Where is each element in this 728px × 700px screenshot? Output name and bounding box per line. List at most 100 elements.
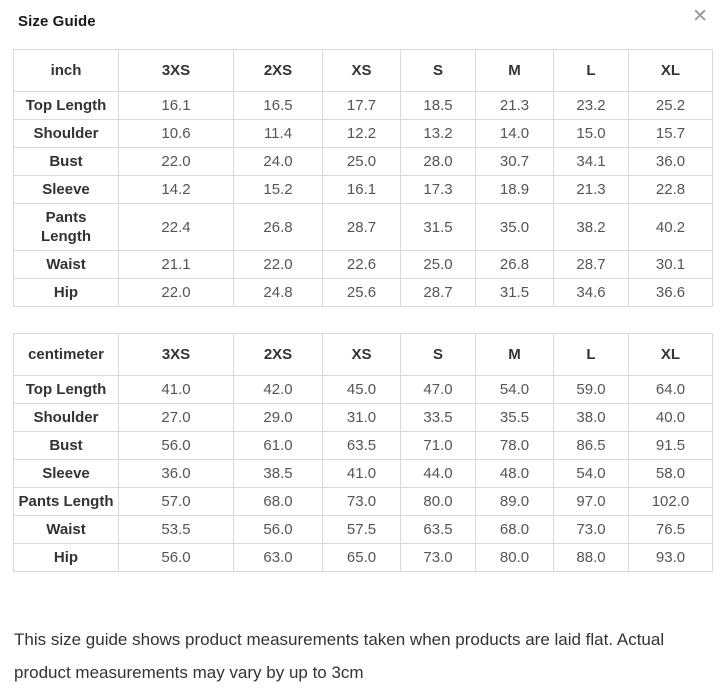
table-cell: 23.2 <box>553 91 629 120</box>
table-row: Hip 22.0 24.8 25.6 28.7 31.5 34.6 36.6 <box>13 278 713 307</box>
table-cell: 15.2 <box>233 175 323 204</box>
table-cell: 36.6 <box>628 278 713 307</box>
size-header: XL <box>628 49 713 92</box>
measurement-label: Top Length <box>13 91 119 120</box>
table-cell: 56.0 <box>118 431 234 460</box>
size-header: S <box>400 333 476 376</box>
table-cell: 76.5 <box>628 515 713 544</box>
table-cell: 58.0 <box>628 459 713 488</box>
table-cell: 80.0 <box>400 487 476 516</box>
table-cell: 15.7 <box>628 119 713 148</box>
table-cell: 29.0 <box>233 403 323 432</box>
table-row: Shoulder 10.6 11.4 12.2 13.2 14.0 15.0 15.7 <box>13 119 713 148</box>
measurement-label: Waist <box>13 250 119 279</box>
table-cell: 38.0 <box>553 403 629 432</box>
table-cell: 22.6 <box>322 250 401 279</box>
table-cell: 57.0 <box>118 487 234 516</box>
table-cell: 56.0 <box>118 543 234 572</box>
table-cell: 73.0 <box>400 543 476 572</box>
table-cell: 38.5 <box>233 459 323 488</box>
table-cell: 93.0 <box>628 543 713 572</box>
table-cell: 35.5 <box>475 403 554 432</box>
table-cell: 33.5 <box>400 403 476 432</box>
table-cell: 91.5 <box>628 431 713 460</box>
unit-header: centimeter <box>13 333 119 376</box>
table-cell: 22.4 <box>118 203 234 251</box>
table-row: Waist 53.5 56.0 57.5 63.5 68.0 73.0 76.5 <box>13 515 713 544</box>
table-cell: 21.3 <box>553 175 629 204</box>
measurement-label: Sleeve <box>13 175 119 204</box>
unit-header: inch <box>13 49 119 92</box>
table-cell: 13.2 <box>400 119 476 148</box>
size-header: 3XS <box>118 49 234 92</box>
table-cell: 21.1 <box>118 250 234 279</box>
table-cell: 25.6 <box>322 278 401 307</box>
table-cell: 97.0 <box>553 487 629 516</box>
table-row: Top Length 41.0 42.0 45.0 47.0 54.0 59.0 64.0 <box>13 375 713 404</box>
table-cell: 28.7 <box>400 278 476 307</box>
header-row: inch 3XS 2XS XS S M L XL <box>13 49 713 92</box>
table-cell: 54.0 <box>553 459 629 488</box>
measurement-label: Pants Length <box>13 203 119 251</box>
measurement-label: Top Length <box>13 375 119 404</box>
table-cell: 78.0 <box>475 431 554 460</box>
table-cell: 31.5 <box>400 203 476 251</box>
size-header: L <box>553 49 629 92</box>
table-cell: 17.3 <box>400 175 476 204</box>
table-cell: 36.0 <box>628 147 713 176</box>
table-cell: 68.0 <box>233 487 323 516</box>
table-cell: 14.2 <box>118 175 234 204</box>
table-cell: 36.0 <box>118 459 234 488</box>
table-cell: 65.0 <box>322 543 401 572</box>
table-cell: 34.1 <box>553 147 629 176</box>
header-row: centimeter 3XS 2XS XS S M L XL <box>13 333 713 376</box>
table-cell: 11.4 <box>233 119 323 148</box>
table-cell: 88.0 <box>553 543 629 572</box>
table-cell: 71.0 <box>400 431 476 460</box>
table-cell: 28.0 <box>400 147 476 176</box>
table-cell: 48.0 <box>475 459 554 488</box>
table-cell: 42.0 <box>233 375 323 404</box>
size-header: XS <box>322 49 401 92</box>
table-cell: 40.0 <box>628 403 713 432</box>
measurement-note: This size guide shows product measuremen… <box>14 630 665 682</box>
table-cell: 44.0 <box>400 459 476 488</box>
table-cell: 57.5 <box>322 515 401 544</box>
measurement-label: Waist <box>13 515 119 544</box>
table-cell: 30.7 <box>475 147 554 176</box>
size-header: 2XS <box>233 333 323 376</box>
table-cell: 73.0 <box>322 487 401 516</box>
table-cell: 35.0 <box>475 203 554 251</box>
table-cell: 26.8 <box>475 250 554 279</box>
size-header: XS <box>322 333 401 376</box>
table-cell: 14.0 <box>475 119 554 148</box>
table-row: Pants Length 57.0 68.0 73.0 80.0 89.0 97.0 102.… <box>13 487 713 516</box>
table-row: Shoulder 27.0 29.0 31.0 33.5 35.5 38.0 40.0 <box>13 403 713 432</box>
table-row: Top Length 16.1 16.5 17.7 18.5 21.3 23.2 25.2 <box>13 91 713 120</box>
table-cell: 15.0 <box>553 119 629 148</box>
table-row: Sleeve 14.2 15.2 16.1 17.3 18.9 21.3 22.8 <box>13 175 713 204</box>
close-icon[interactable]: ✕ <box>692 6 708 27</box>
table-cell: 22.0 <box>118 278 234 307</box>
centimeter-size-table: centimeter 3XS 2XS XS S M L XL Top Length 41.0 42.… <box>13 333 713 572</box>
size-header: M <box>475 333 554 376</box>
size-header: M <box>475 49 554 92</box>
table-cell: 31.0 <box>322 403 401 432</box>
table-cell: 25.0 <box>322 147 401 176</box>
measurement-label: Bust <box>13 431 119 460</box>
table-cell: 68.0 <box>475 515 554 544</box>
table-cell: 16.1 <box>118 91 234 120</box>
table-cell: 80.0 <box>475 543 554 572</box>
measurement-label: Pants Length <box>13 487 119 516</box>
table-cell: 25.0 <box>400 250 476 279</box>
table-cell: 41.0 <box>322 459 401 488</box>
table-cell: 63.5 <box>322 431 401 460</box>
table-cell: 89.0 <box>475 487 554 516</box>
table-cell: 17.7 <box>322 91 401 120</box>
table-row: Hip 56.0 63.0 65.0 73.0 80.0 88.0 93.0 <box>13 543 713 572</box>
measurement-label: Hip <box>13 543 119 572</box>
table-cell: 27.0 <box>118 403 234 432</box>
table-cell: 38.2 <box>553 203 629 251</box>
table-row: Bust 22.0 24.0 25.0 28.0 30.7 34.1 36.0 <box>13 147 713 176</box>
